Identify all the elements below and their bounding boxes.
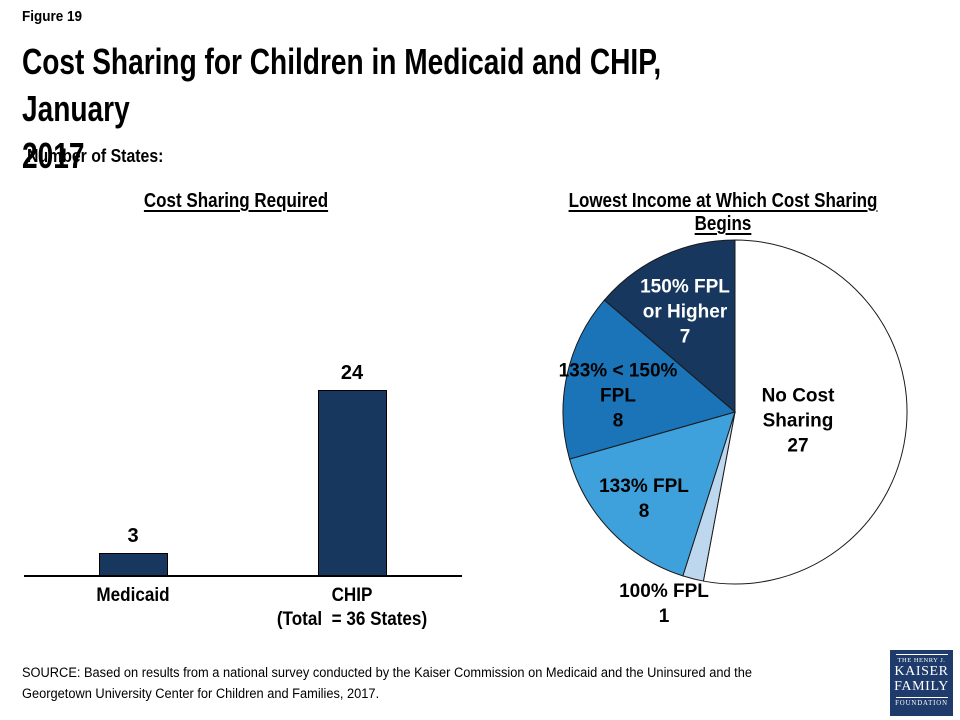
x-axis-line xyxy=(24,575,462,577)
pie-chart-title: Lowest Income at Which Cost Sharing Begi… xyxy=(568,190,878,235)
pie-svg xyxy=(562,239,908,585)
bar-chart-title: Cost Sharing Required xyxy=(143,190,329,212)
figure-label: Figure 19 xyxy=(22,8,83,25)
bar-category-label: Medicaid xyxy=(96,585,170,606)
logo-rule-top xyxy=(895,654,948,655)
logo-text-foundation: FOUNDATION xyxy=(895,700,948,707)
pie-slice-label: No Cost Sharing 27 xyxy=(761,385,835,457)
source-note: SOURCE: Based on results from a national… xyxy=(22,665,752,701)
logo-rule-bottom xyxy=(895,697,948,698)
bar-axis-note: (Total = 36 States) xyxy=(276,609,428,630)
pie-slice xyxy=(702,239,908,585)
pie-slice-label: 150% FPL or Higher 7 xyxy=(640,276,730,348)
pie-slice-label: 133% FPL 8 xyxy=(599,476,689,522)
bar-medicaid xyxy=(98,553,168,576)
logo-text-kaiser: KAISER xyxy=(894,664,949,679)
logo-text-the-henry-j: THE HENRY J. xyxy=(897,657,946,664)
bar-value-label: 24 xyxy=(340,362,364,384)
bar-chip xyxy=(317,390,387,576)
logo-text-family: FAMILY xyxy=(894,679,949,694)
pie-slice-label: 133% < 150% FPL 8 xyxy=(558,360,678,432)
bar-category-label: CHIP xyxy=(331,585,373,606)
bar-chart: 3 Medicaid 24 CHIP (Total = 36 States) xyxy=(24,362,462,630)
subtitle-number-of-states: Number of States: xyxy=(27,146,164,166)
pie-chart: No Cost Sharing 27 100% FPL 1 133% FPL 8 13… xyxy=(480,225,950,627)
pie-slice-label: 100% FPL 1 xyxy=(619,581,709,627)
page-title: Cost Sharing for Children in Medicaid an… xyxy=(22,41,662,176)
kff-logo: THE HENRY J. KAISER FAMILY FOUNDATION xyxy=(890,650,953,716)
pie-slice xyxy=(562,299,737,460)
pie-slice xyxy=(568,411,736,577)
pie-slice xyxy=(603,239,736,414)
bar-value-label: 3 xyxy=(127,525,139,547)
